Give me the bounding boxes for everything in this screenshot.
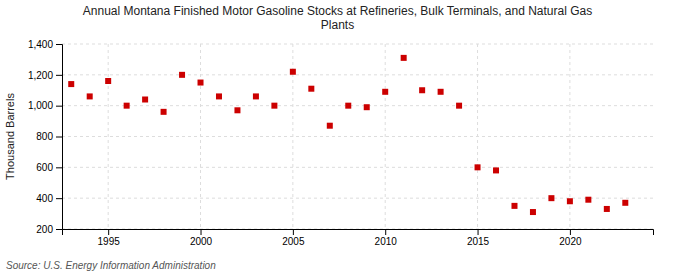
point — [622, 200, 628, 206]
point — [493, 167, 499, 173]
tick: 1995 — [98, 229, 121, 247]
point — [604, 206, 610, 212]
tick: 1,200 — [28, 70, 62, 81]
title-line: Plants — [321, 18, 354, 32]
x-axis: 1995 2000 2005 2010 2015 2020 — [63, 229, 654, 247]
point — [438, 89, 444, 95]
tick-label: 2020 — [559, 236, 582, 247]
point — [271, 103, 277, 109]
tick-mark — [56, 44, 62, 45]
grid-line — [62, 198, 653, 199]
grid-line — [62, 105, 653, 106]
point — [198, 80, 204, 86]
point — [401, 55, 407, 61]
point — [382, 89, 388, 95]
grid-line — [62, 74, 653, 75]
tick: 1,400 — [28, 39, 62, 50]
point — [253, 93, 259, 99]
tick-label: 1,000 — [28, 100, 53, 111]
tick-mark — [56, 229, 62, 230]
tick-mark — [201, 229, 202, 235]
plot-area: 1995 2000 2005 2010 2015 2020 200 400 600 800 1,00… — [28, 39, 654, 247]
tick: 2010 — [375, 229, 398, 247]
tick-label: 2010 — [375, 236, 398, 247]
tick: 600 — [36, 162, 62, 173]
point — [567, 198, 573, 204]
tick: 400 — [36, 193, 62, 204]
point — [511, 203, 517, 209]
point — [345, 103, 351, 109]
source-note: Source: U.S. Energy Information Administ… — [6, 260, 216, 271]
point — [142, 97, 148, 103]
tick-mark — [570, 229, 571, 235]
tick: 2015 — [467, 229, 490, 247]
tick-mark — [293, 229, 294, 235]
tick-label: 1995 — [98, 236, 121, 247]
point — [105, 78, 111, 84]
tick: 1,000 — [28, 100, 62, 111]
tick: 2020 — [559, 229, 582, 247]
tick-label: 400 — [36, 193, 53, 204]
tick-mark — [478, 229, 479, 235]
point — [179, 72, 185, 78]
point — [456, 103, 462, 109]
grid-line — [200, 44, 201, 229]
point — [290, 69, 296, 75]
point — [308, 86, 314, 92]
tick-mark — [56, 137, 62, 138]
tick-label: 2005 — [282, 236, 305, 247]
axis-line — [63, 230, 654, 236]
tick-label: 800 — [36, 131, 53, 142]
point — [475, 164, 481, 170]
tick-mark — [56, 75, 62, 76]
grid-line — [62, 167, 653, 168]
point — [548, 195, 554, 201]
tick: 2005 — [282, 229, 305, 247]
tick-mark — [385, 229, 386, 235]
grid-line — [108, 44, 109, 229]
tick-mark — [56, 167, 62, 168]
point — [87, 93, 93, 99]
point — [216, 93, 222, 99]
axis-line — [56, 45, 63, 230]
point — [161, 109, 167, 115]
grid-line — [385, 44, 386, 229]
point — [327, 123, 333, 129]
tick-label: 1,200 — [28, 70, 53, 81]
tick-mark — [108, 229, 109, 235]
chart: 1995 2000 2005 2010 2015 2020 200 400 600 800 1,00… — [0, 0, 675, 275]
point — [124, 103, 130, 109]
tick: 800 — [36, 131, 62, 142]
y-axis-title: Thousand Barrels — [4, 93, 16, 180]
point — [530, 209, 536, 215]
points — [68, 55, 628, 215]
grid-line — [62, 136, 653, 137]
tick-label: 2000 — [190, 236, 213, 247]
point — [68, 81, 74, 87]
title-line: Annual Montana Finished Motor Gasoline S… — [83, 4, 592, 18]
point — [234, 107, 240, 113]
grid — [62, 44, 653, 229]
point — [419, 87, 425, 93]
tick-label: 200 — [36, 224, 53, 235]
tick: 2000 — [190, 229, 213, 247]
tick-label: 600 — [36, 162, 53, 173]
title: Annual Montana Finished Motor Gasoline S… — [83, 4, 592, 32]
y-axis: 200 400 600 800 1,000 1,200 1,400 — [28, 39, 63, 235]
grid-line — [477, 44, 478, 229]
tick-label: 2015 — [467, 236, 490, 247]
tick: 200 — [36, 224, 62, 235]
grid-line — [62, 44, 653, 45]
tick-label: 1,400 — [28, 39, 53, 50]
tick-mark — [56, 198, 62, 199]
point — [364, 104, 370, 110]
point — [585, 197, 591, 203]
tick-mark — [56, 106, 62, 107]
